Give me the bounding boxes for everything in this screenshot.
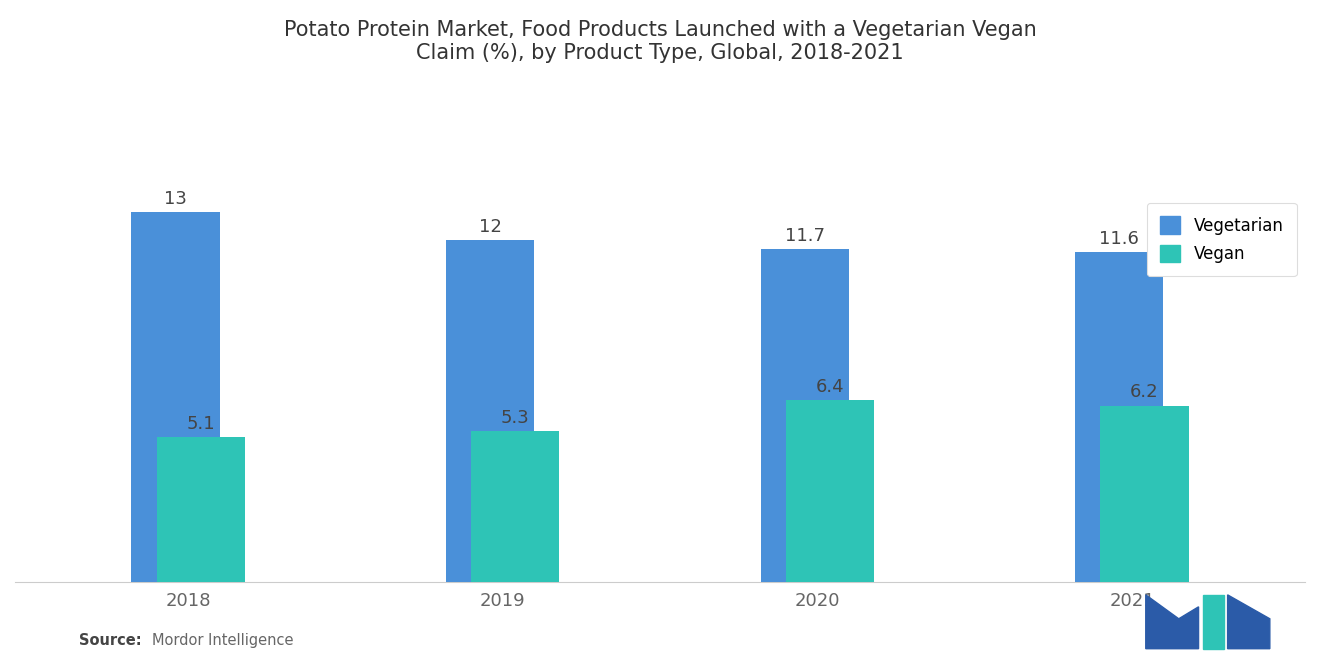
Text: 6.4: 6.4 xyxy=(816,378,845,396)
Text: 11.6: 11.6 xyxy=(1100,229,1139,247)
Text: 11.7: 11.7 xyxy=(784,227,825,245)
Text: 5.1: 5.1 xyxy=(186,415,215,433)
Polygon shape xyxy=(1146,595,1199,649)
Bar xyxy=(785,400,874,583)
Legend: Vegetarian, Vegan: Vegetarian, Vegan xyxy=(1147,203,1296,276)
Bar xyxy=(471,432,560,583)
Text: 12: 12 xyxy=(479,218,502,236)
Text: Source:: Source: xyxy=(79,633,141,648)
Bar xyxy=(446,240,535,583)
Bar xyxy=(157,437,244,583)
Bar xyxy=(1101,406,1188,583)
Polygon shape xyxy=(1203,595,1224,649)
Bar xyxy=(1076,252,1163,583)
Text: 6.2: 6.2 xyxy=(1130,384,1159,402)
Text: Mordor Intelligence: Mordor Intelligence xyxy=(152,633,293,648)
Text: 5.3: 5.3 xyxy=(500,409,529,427)
Text: 13: 13 xyxy=(164,190,187,207)
Bar xyxy=(132,212,219,583)
Polygon shape xyxy=(1228,595,1270,649)
Bar xyxy=(760,249,849,583)
Text: Potato Protein Market, Food Products Launched with a Vegetarian Vegan
Claim (%),: Potato Protein Market, Food Products Lau… xyxy=(284,20,1036,63)
